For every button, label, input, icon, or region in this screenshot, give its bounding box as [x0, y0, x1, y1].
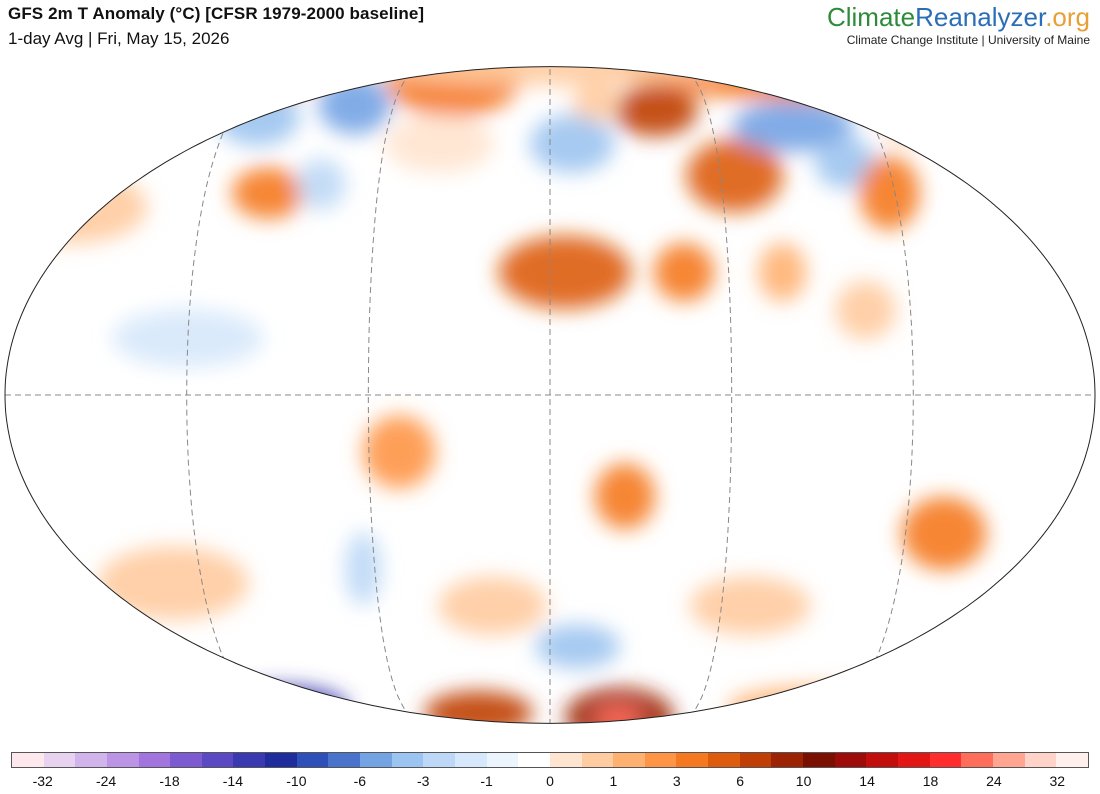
anomaly-region-brazil [362, 415, 436, 489]
brand-tagline: Climate Change Institute | University of… [846, 33, 1090, 47]
colorbar-segment [518, 753, 550, 767]
colorbar-segment [676, 753, 709, 767]
colorbar-tick-label: -14 [222, 773, 244, 789]
anomaly-region-antarctic-east [727, 685, 909, 724]
colorbar-segment [644, 753, 677, 767]
anomaly-region-arabia [653, 242, 715, 302]
colorbar-segment [138, 753, 171, 767]
anomaly-region-se-asia [835, 280, 896, 340]
anomaly-region-s-indian [689, 576, 811, 636]
map-title: GFS 2m T Anomaly (°C) [CFSR 1979-2000 ba… [8, 4, 425, 23]
colorbar-segment [12, 753, 44, 767]
anomaly-region-arctic-alaska [81, 66, 324, 103]
colorbar-segment [613, 753, 645, 767]
colorbar-segment [170, 753, 202, 767]
colorbar-segment [201, 753, 234, 767]
anomaly-region-australia [901, 496, 987, 571]
anomaly-region-antarctic-hot [594, 704, 643, 724]
meridian-line [671, 66, 733, 724]
anomaly-region-us-east [297, 158, 346, 210]
colorbar-segment [328, 753, 361, 767]
colorbar-segment [897, 753, 930, 767]
colorbar-tick-label: 10 [795, 773, 812, 789]
colorbar [11, 752, 1089, 768]
colorbar-tick-label: 14 [859, 773, 875, 789]
colorbar-tick-label: 24 [986, 773, 1002, 789]
anomaly-region-antarctic-west-cold [215, 685, 349, 724]
brand-name-part3: .org [1045, 2, 1090, 32]
brand-name-part1: Climate [826, 2, 916, 32]
anomaly-region-india [758, 242, 807, 302]
globe-outline [4, 66, 1096, 724]
anomaly-region-central-asia [686, 138, 783, 213]
colorbar-segment [486, 753, 519, 767]
colorbar-segment [1024, 753, 1057, 767]
anomaly-region-us-plains [231, 167, 305, 219]
anomaly-region-s-pacific [97, 546, 249, 620]
colorbar-segment [803, 753, 835, 767]
brand-logo[interactable]: ClimateReanalyzer.org [827, 2, 1090, 33]
anomaly-region-canada-east [318, 75, 392, 135]
anomaly-region-n-pacific [5, 170, 148, 244]
colorbar-segment [549, 753, 582, 767]
world-map-svg [4, 66, 1096, 724]
colorbar-tick-label: -24 [95, 773, 117, 789]
colorbar-segment [708, 753, 740, 767]
anomaly-region-canada-west [215, 87, 300, 146]
colorbar-tick-label: 32 [1049, 773, 1066, 789]
colorbar-segment [1056, 753, 1088, 767]
anomaly-region-s-atlantic [438, 576, 548, 636]
colorbar-tick-label: -32 [32, 773, 53, 789]
colorbar-segment [43, 753, 76, 767]
anomaly-region-siberia-cold [732, 100, 854, 152]
colorbar-tick-label: 0 [546, 773, 554, 789]
anomaly-region-antarctic-warm1 [424, 690, 534, 724]
meridian-line [367, 66, 429, 724]
anomaly-region-far-east [876, 81, 961, 140]
world-map [0, 55, 1100, 735]
anomaly-region-europe [529, 114, 615, 173]
anomaly-region-argentina [344, 532, 382, 606]
colorbar-tick-label: 6 [736, 773, 745, 789]
colorbar-segment [866, 753, 898, 767]
anomaly-region-southern-ocean-cold [93, 666, 227, 704]
colorbar-segment [992, 753, 1025, 767]
colorbar-tick-label: -18 [159, 773, 180, 789]
colorbar-segment [391, 753, 424, 767]
map-subtitle: 1-day Avg | Fri, May 15, 2026 [8, 29, 230, 48]
colorbar-tick-label: -10 [286, 773, 307, 789]
colorbar-segment [771, 753, 804, 767]
colorbar-segment [423, 753, 455, 767]
colorbar-segment [106, 753, 139, 767]
anomaly-region-russia-west [612, 84, 698, 137]
anomaly-region-e-pacific [112, 308, 264, 368]
brand-name-part2: Reanalyzer [915, 2, 1046, 32]
anomaly-region-n-atlantic [385, 114, 495, 173]
colorbar-segment [961, 753, 993, 767]
anomaly-region-s-indian-cold [535, 624, 620, 669]
colorbar-segment [929, 753, 962, 767]
anomaly-region-sahara [498, 235, 632, 309]
anomaly-region-africa-south [594, 463, 656, 530]
colorbar-tick-label: 3 [672, 773, 681, 789]
colorbar-segment [454, 753, 487, 767]
colorbar-segment [834, 753, 867, 767]
colorbar-segment [581, 753, 614, 767]
colorbar-segment [360, 753, 392, 767]
colorbar-segment [296, 753, 329, 767]
colorbar-tick-label: 18 [922, 773, 939, 789]
colorbar-segment [265, 753, 297, 767]
anomaly-region-arctic-central [368, 66, 732, 86]
colorbar-segment [75, 753, 107, 767]
colorbar-tick-label: -3 [416, 773, 430, 789]
colorbar-segment [739, 753, 772, 767]
colorbar-tick-label: -1 [480, 773, 493, 789]
colorbar-tick-label: 1 [609, 773, 618, 789]
colorbar-labels: -32 -24 -18 -14 -10 -6 -3 -1 0 1 3 6 10 14 18 24 32 [11, 773, 1089, 791]
colorbar-tick-label: -6 [353, 773, 367, 789]
anomaly-region-china-east [859, 156, 920, 230]
colorbar-segment [233, 753, 266, 767]
anomaly-region-mongolia [815, 137, 876, 189]
anomaly-region-scandinavia [572, 83, 621, 121]
